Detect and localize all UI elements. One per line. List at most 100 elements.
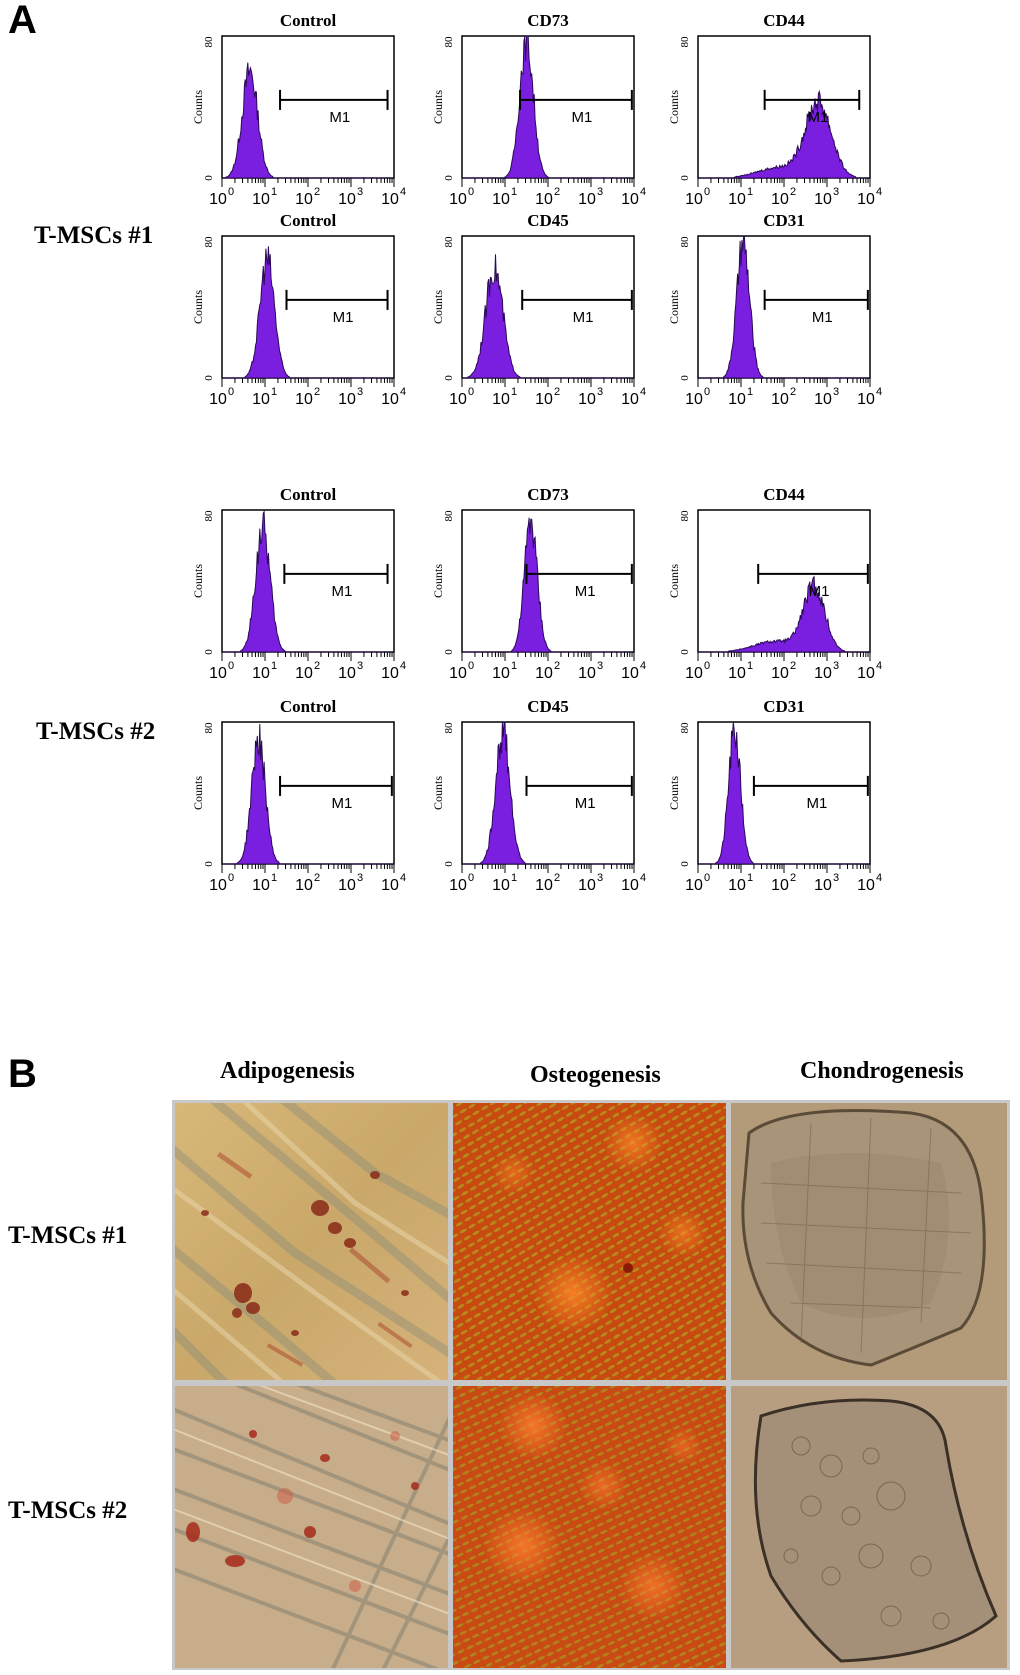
gate-label: M1 <box>806 795 827 812</box>
y-tick-label: 0 <box>443 861 455 867</box>
gate-label: M1 <box>572 109 593 126</box>
gate-label: M1 <box>332 795 353 812</box>
x-tick-exponent: 2 <box>554 186 560 198</box>
x-tick-label: 10 <box>492 391 510 408</box>
gate-label: M1 <box>575 795 596 812</box>
x-tick-exponent: 1 <box>511 660 517 672</box>
x-tick-exponent: 1 <box>511 386 517 398</box>
x-tick-exponent: 4 <box>400 186 406 198</box>
micrograph-osteo-tmsc2 <box>453 1386 726 1668</box>
x-tick-label: 10 <box>771 877 789 894</box>
x-tick-exponent: 2 <box>314 186 320 198</box>
x-tick-label: 10 <box>381 391 399 408</box>
histogram-title: CD44 <box>763 11 805 30</box>
plot-frame <box>697 235 871 379</box>
micrograph-adipo-tmsc1 <box>175 1103 448 1380</box>
x-tick-exponent: 0 <box>704 386 710 398</box>
x-tick-label: 10 <box>814 877 832 894</box>
x-tick-exponent: 1 <box>747 660 753 672</box>
x-tick-exponent: 1 <box>271 660 277 672</box>
y-axis-label: Counts <box>191 564 205 598</box>
x-tick-label: 10 <box>252 191 270 208</box>
x-tick-exponent: 2 <box>554 386 560 398</box>
x-tick-label: 10 <box>728 877 746 894</box>
gate-label: M1 <box>332 583 353 600</box>
y-tick-label: 0 <box>203 375 215 381</box>
micrograph-osteo-tmsc1 <box>453 1103 726 1380</box>
x-tick-exponent: 1 <box>271 386 277 398</box>
x-tick-exponent: 1 <box>747 872 753 884</box>
x-tick-label: 10 <box>209 877 227 894</box>
plot-frame <box>461 35 635 179</box>
x-tick-label: 10 <box>535 391 553 408</box>
gate-label: M1 <box>808 109 829 126</box>
panel-a-letter: A <box>8 0 37 42</box>
x-tick-exponent: 2 <box>314 386 320 398</box>
histogram-title: CD31 <box>763 697 805 716</box>
x-tick-exponent: 4 <box>876 186 882 198</box>
x-tick-exponent: 4 <box>400 386 406 398</box>
x-tick-exponent: 3 <box>357 186 363 198</box>
y-axis-label: Counts <box>191 776 205 810</box>
micrograph-grid <box>172 1100 1010 1670</box>
x-tick-exponent: 3 <box>833 186 839 198</box>
x-tick-exponent: 3 <box>597 186 603 198</box>
x-tick-exponent: 3 <box>357 872 363 884</box>
y-axis-label: Counts <box>191 290 205 324</box>
y-tick-label: 0 <box>203 649 215 655</box>
x-tick-label: 10 <box>685 665 703 682</box>
y-tick-label: 0 <box>679 649 691 655</box>
y-tick-label: 80 <box>203 36 215 48</box>
y-tick-label: 0 <box>203 861 215 867</box>
y-tick-label: 0 <box>679 175 691 181</box>
micro-row-label-tmsc2: T-MSCs #2 <box>8 1497 128 1524</box>
x-tick-exponent: 3 <box>597 872 603 884</box>
histogram-title: Control <box>280 11 337 30</box>
x-tick-exponent: 0 <box>228 386 234 398</box>
x-tick-exponent: 4 <box>640 872 646 884</box>
x-tick-label: 10 <box>728 391 746 408</box>
x-tick-label: 10 <box>771 665 789 682</box>
y-tick-label: 80 <box>203 236 215 248</box>
x-tick-exponent: 1 <box>747 186 753 198</box>
micrograph-adipo-tmsc2 <box>175 1386 448 1668</box>
histogram-title: CD45 <box>527 211 569 230</box>
x-tick-exponent: 4 <box>876 872 882 884</box>
histogram-title: CD73 <box>527 11 569 30</box>
y-tick-label: 80 <box>679 722 691 734</box>
histogram-area <box>462 35 634 179</box>
x-tick-label: 10 <box>492 665 510 682</box>
y-axis-label: Counts <box>431 776 445 810</box>
group-label-tmsc2: T-MSCs #2 <box>36 718 156 745</box>
histogram-title: Control <box>280 211 337 230</box>
y-axis-label: Counts <box>667 776 681 810</box>
col-title-osteogenesis: Osteogenesis <box>530 1062 661 1088</box>
x-tick-label: 10 <box>535 877 553 894</box>
x-tick-label: 10 <box>295 391 313 408</box>
x-tick-label: 10 <box>578 877 596 894</box>
histogram-title: Control <box>280 697 337 716</box>
y-tick-label: 0 <box>443 375 455 381</box>
histogram-area <box>222 246 394 379</box>
x-tick-label: 10 <box>535 665 553 682</box>
x-tick-exponent: 3 <box>357 660 363 672</box>
gate-label: M1 <box>329 109 350 126</box>
histogram-area <box>462 254 634 379</box>
col-title-chondrogenesis: Chondrogenesis <box>800 1058 964 1084</box>
x-tick-label: 10 <box>381 877 399 894</box>
x-tick-exponent: 0 <box>468 386 474 398</box>
histogram-area <box>462 721 634 865</box>
x-tick-exponent: 4 <box>640 186 646 198</box>
y-axis-label: Counts <box>667 90 681 124</box>
histogram-area <box>698 575 870 653</box>
plot-frame <box>697 509 871 653</box>
y-axis-label: Counts <box>191 90 205 124</box>
histogram-area <box>222 724 394 865</box>
x-tick-label: 10 <box>685 191 703 208</box>
x-tick-label: 10 <box>857 877 875 894</box>
y-tick-label: 0 <box>679 861 691 867</box>
group-label-tmsc1: T-MSCs #1 <box>34 222 154 249</box>
y-tick-label: 80 <box>443 510 455 522</box>
